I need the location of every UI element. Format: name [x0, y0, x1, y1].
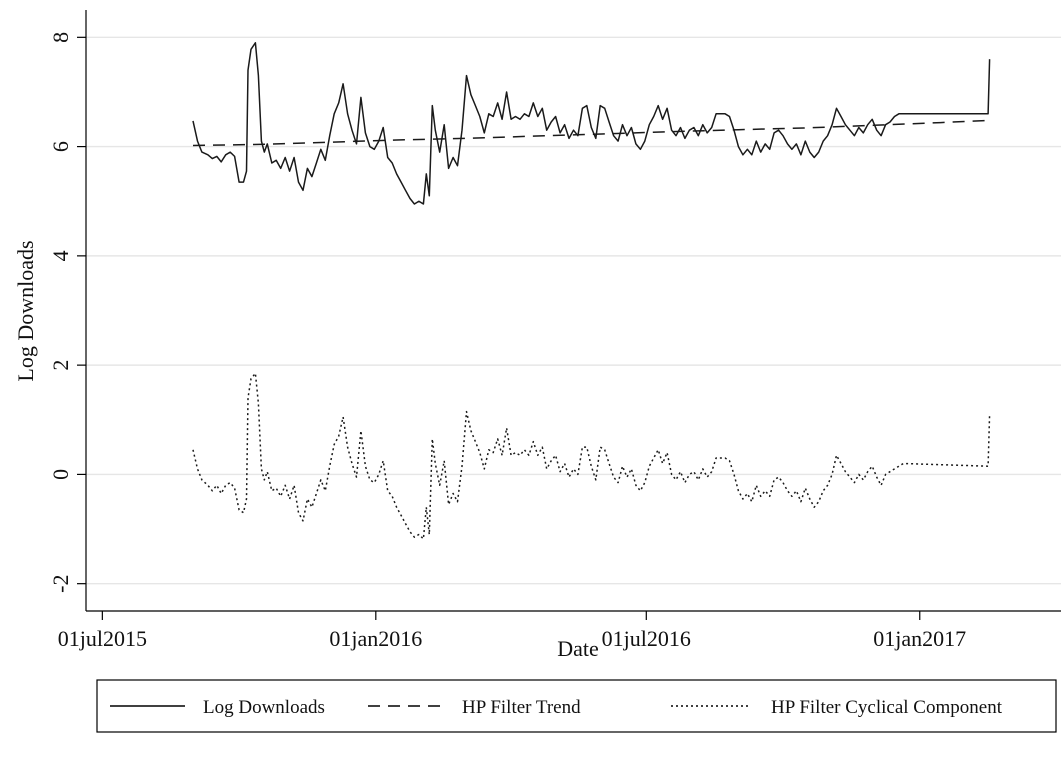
series-line-log-downloads	[192, 42, 991, 205]
axes	[85, 10, 1061, 612]
y-axis-label: Log Downloads	[13, 240, 38, 381]
legend-label-hp-filter-cyclical: HP Filter Cyclical Component	[771, 697, 1003, 718]
series-line-hp-filter-trend	[192, 119, 990, 147]
y-tick-label: -2	[48, 575, 73, 593]
legend-label-log-downloads: Log Downloads	[203, 697, 325, 718]
x-ticks: 01jul2015 01jan2016 01jul2016 01jan2017	[58, 611, 966, 651]
x-tick-label: 01jul2015	[58, 626, 147, 651]
x-tick-label: 01jan2017	[873, 626, 966, 651]
legend-label-hp-filter-trend: HP Filter Trend	[462, 697, 581, 718]
series-group	[192, 42, 991, 540]
legend: Log Downloads HP Filter Trend HP Filter …	[96, 679, 1057, 733]
x-tick-label: 01jul2016	[602, 626, 691, 651]
y-tick-label: 6	[48, 141, 73, 152]
gridlines	[86, 36, 1061, 585]
y-tick-label: 4	[48, 250, 73, 261]
x-axis-label: Date	[557, 636, 599, 661]
x-tick-label: 01jan2016	[329, 626, 422, 651]
series-line-hp-filter-cyclical-component	[192, 372, 991, 540]
y-tick-label: 8	[48, 32, 73, 43]
y-tick-label: 0	[48, 469, 73, 480]
y-tick-label: 2	[48, 360, 73, 371]
legend-box	[96, 679, 1057, 733]
y-ticks: -2 0 2 4 6 8	[48, 32, 86, 593]
